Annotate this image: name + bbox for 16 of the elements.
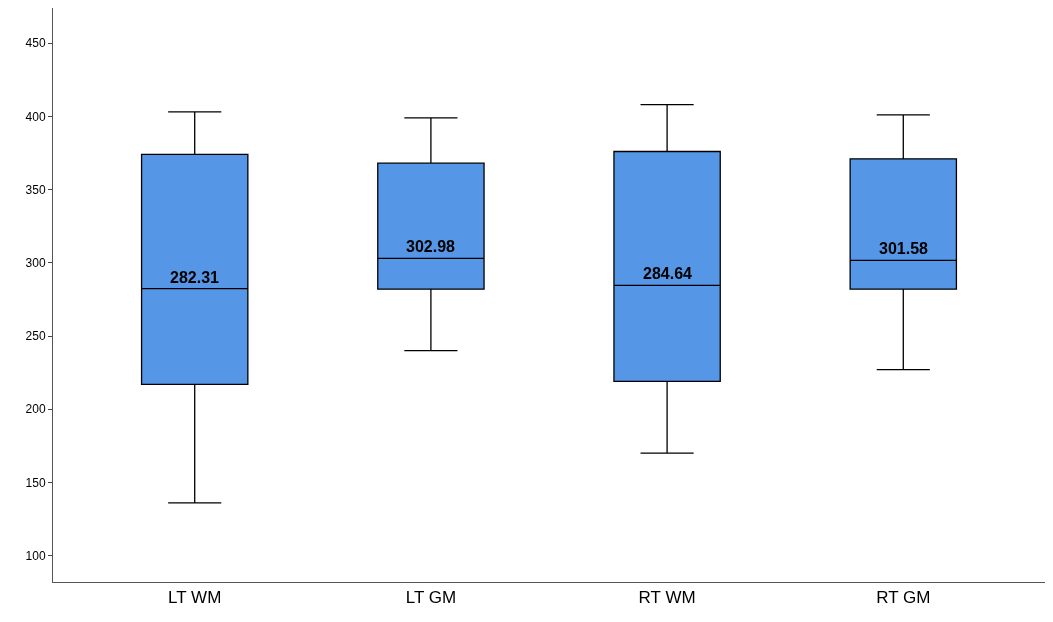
y-tick-label: 250 (25, 329, 46, 344)
x-tick-label: RT GM (876, 588, 931, 608)
y-tick-label: 450 (25, 36, 46, 51)
y-tick-label: 350 (25, 182, 46, 197)
text: 282.31 (170, 269, 219, 286)
x-tick-label: LT GM (405, 588, 457, 608)
y-tick-label: 300 (25, 255, 46, 270)
y-tick-label: 100 (25, 548, 46, 563)
text: 302.98 (406, 238, 455, 255)
x-tick-label: RT WM (638, 588, 696, 608)
y-tick-label: 150 (25, 475, 46, 490)
y-tick-label: 400 (25, 109, 46, 124)
x-tick-label: LT WM (168, 588, 222, 608)
text: 284.64 (643, 265, 692, 282)
text: 301.58 (879, 240, 928, 257)
y-tick-label: 200 (25, 402, 46, 417)
